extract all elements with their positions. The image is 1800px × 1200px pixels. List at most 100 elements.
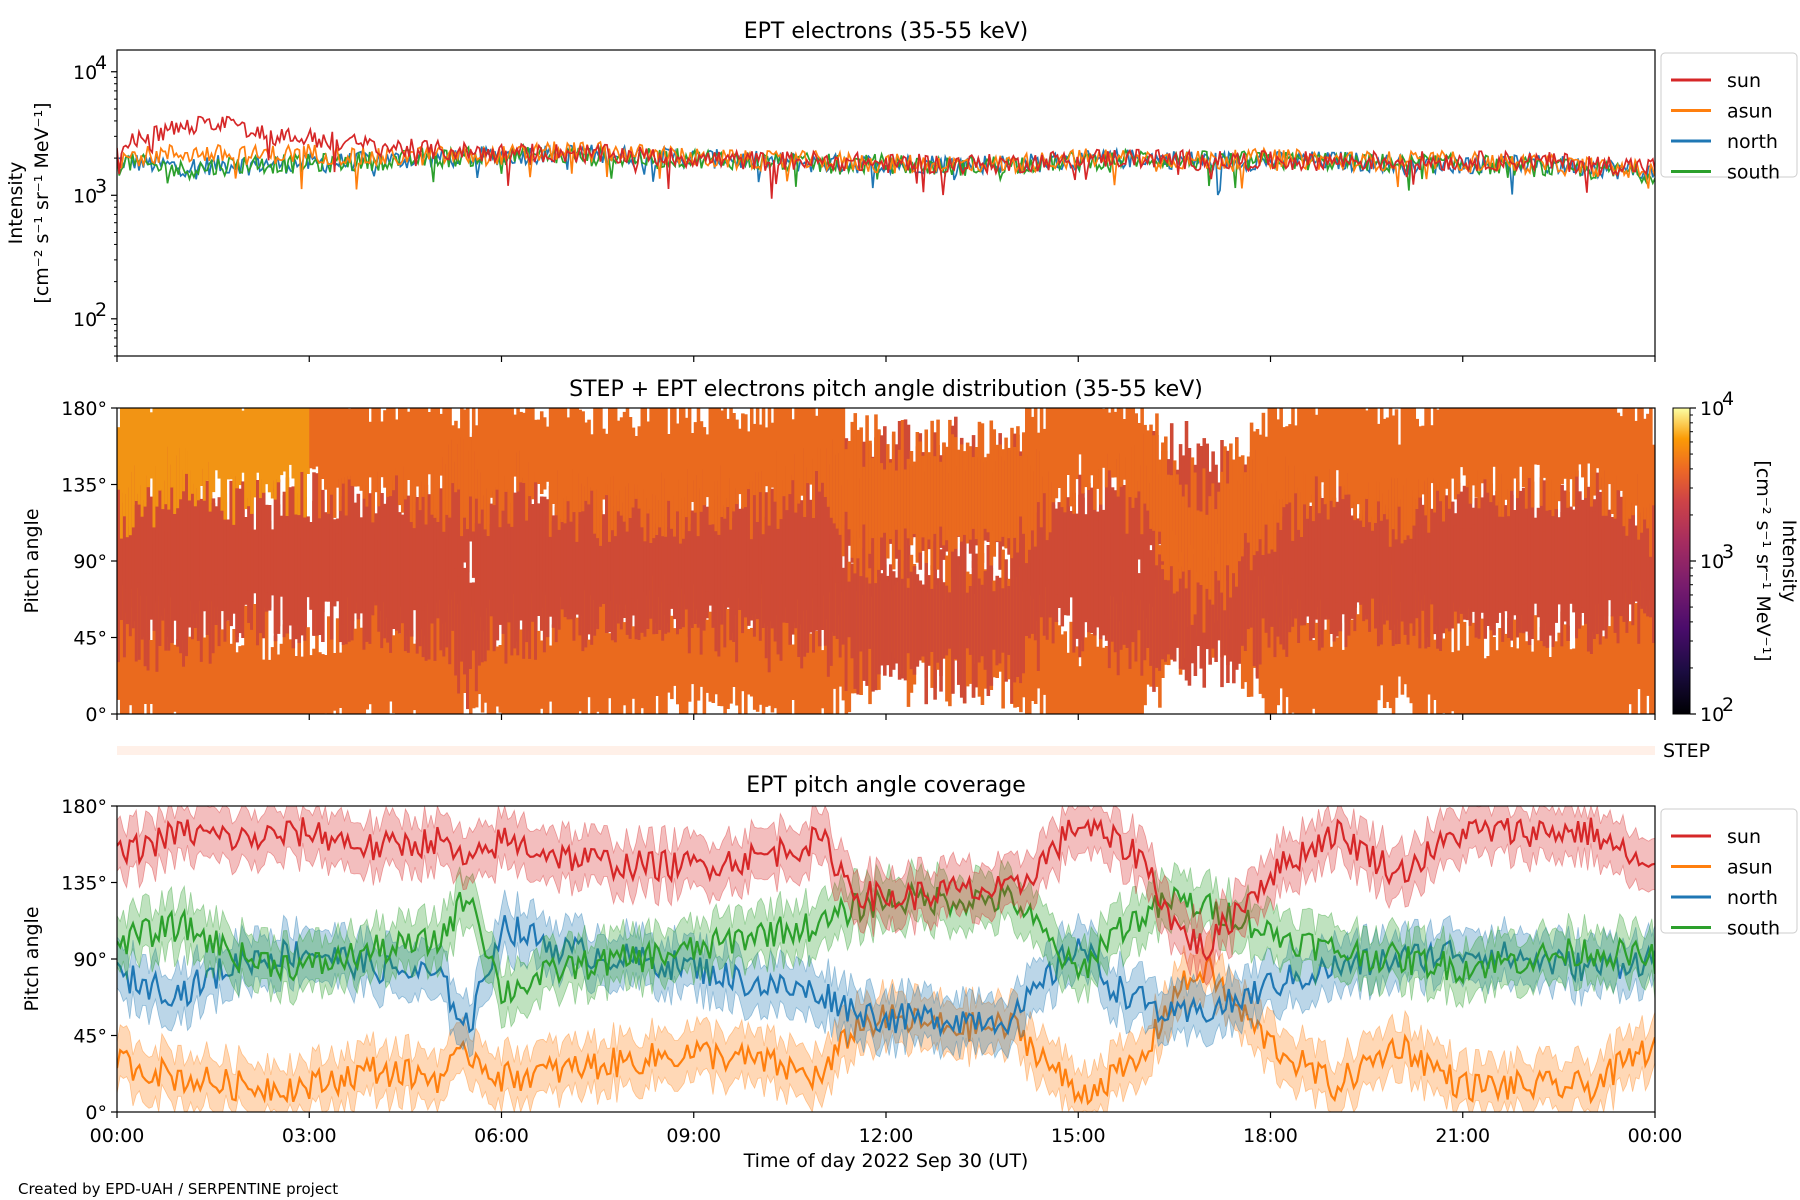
heatmap-cell [735, 488, 739, 594]
heatmap-cell [344, 408, 349, 516]
heatmap-cell [628, 417, 633, 518]
heatmap-cell [1122, 542, 1127, 645]
heatmap-cell [380, 517, 384, 586]
heatmap-cell [652, 575, 656, 714]
panel3-x-axis: 00:00 03:00 06:00 09:00 12:00 15:00 18:00 21:00… [90, 1112, 1682, 1147]
heatmap-cell [1063, 631, 1068, 714]
heatmap-cell [1042, 428, 1047, 494]
heatmap-cell [1622, 408, 1627, 527]
heatmap-cell [628, 483, 633, 639]
heatmap-cell [652, 408, 656, 539]
heatmap-cell [1649, 408, 1653, 557]
heatmap-cell [1025, 575, 1029, 636]
heatmap-cell [182, 408, 186, 492]
heatmap-cell [767, 503, 772, 673]
heatmap-cell [1199, 558, 1204, 669]
heatmap-cell [1282, 427, 1286, 508]
heatmap-cell [1507, 408, 1511, 517]
heatmap-cell [232, 508, 236, 602]
heatmap-cell [1450, 507, 1455, 629]
heatmap-cell [862, 548, 866, 681]
heatmap-cell [823, 484, 828, 567]
heatmap-cell [190, 600, 195, 714]
heatmap-cell [785, 607, 789, 714]
heatmap-cell [841, 567, 846, 645]
heatmap-cell [119, 465, 124, 620]
heatmap-cell [187, 636, 192, 714]
heatmap-cell [362, 502, 367, 608]
heatmap-cell [1521, 408, 1526, 488]
heatmap-cell [424, 408, 429, 525]
heatmap-cell [436, 408, 440, 522]
heatmap-cell [1308, 408, 1313, 503]
heatmap-cell [782, 408, 787, 497]
heatmap-cell [696, 475, 701, 628]
colorbar-tick-label: 10 [1700, 704, 1724, 726]
heatmap-cell [244, 408, 248, 510]
heatmap-cell [258, 632, 263, 714]
heatmap-cell [1063, 408, 1068, 513]
heatmap-cell [134, 621, 139, 714]
heatmap-cell [1498, 408, 1502, 517]
heatmap-cell [690, 625, 695, 685]
heatmap-cell [980, 423, 985, 563]
heatmap-cell [196, 408, 201, 501]
heatmap-cell [193, 613, 198, 714]
heatmap-cell [1110, 595, 1115, 714]
heatmap-cell [457, 444, 461, 577]
panel3-ytick-label: 90° [73, 949, 107, 971]
heatmap-cell [815, 470, 819, 585]
heatmap-cell [134, 408, 139, 501]
heatmap-cell [1382, 603, 1387, 708]
heatmap-cell [1291, 504, 1295, 579]
heatmap-cell [1524, 641, 1529, 714]
heatmap-cell [1098, 408, 1103, 505]
heatmap-cell [767, 408, 772, 526]
heatmap-cell [347, 408, 352, 480]
heatmap-cell [676, 608, 680, 705]
heatmap-cell [125, 493, 130, 589]
heatmap-cell [1403, 408, 1408, 540]
heatmap-cell [835, 567, 840, 639]
heatmap-cell [143, 408, 148, 507]
heatmap-cell [1634, 420, 1638, 506]
heatmap-cell [1592, 408, 1597, 496]
heatmap-cell [1542, 408, 1547, 478]
heatmap-cell [1229, 549, 1233, 662]
heatmap-cell [883, 564, 887, 676]
heatmap-cell [1311, 640, 1316, 709]
heatmap-cell [276, 408, 281, 483]
heatmap-cell [1063, 509, 1068, 616]
heatmap-cell [1149, 550, 1153, 666]
heatmap-cell [347, 597, 352, 714]
heatmap-cell [1341, 408, 1346, 500]
heatmap-cell [1240, 557, 1245, 646]
heatmap-cell [173, 408, 177, 514]
heatmap-cell [1536, 529, 1541, 590]
heatmap-cell [1320, 408, 1325, 483]
heatmap-cell [1193, 472, 1198, 615]
heatmap-cell [1539, 408, 1544, 506]
heatmap-cell [380, 421, 384, 478]
heatmap-cell [454, 420, 458, 493]
heatmap-cell [578, 409, 582, 513]
panel1-ytick-label: 10 [73, 185, 97, 207]
heatmap-cell [1169, 475, 1174, 567]
heatmap-cell [551, 624, 556, 714]
heatmap-cell [619, 417, 624, 516]
heatmap-cell [1341, 649, 1346, 714]
heatmap-cell [1140, 408, 1144, 535]
heatmap-cell [1178, 484, 1183, 579]
heatmap-cell [1551, 408, 1556, 517]
heatmap-cell [948, 419, 952, 567]
heatmap-cell [569, 408, 574, 522]
heatmap-cell [915, 574, 920, 667]
heatmap-cell [167, 636, 171, 714]
heatmap-cell [193, 408, 198, 507]
heatmap-cell [403, 408, 408, 500]
heatmap-cell [1146, 465, 1150, 566]
heatmap-cell [800, 408, 804, 496]
heatmap-cell [185, 408, 189, 474]
heatmap-cell [288, 408, 293, 465]
